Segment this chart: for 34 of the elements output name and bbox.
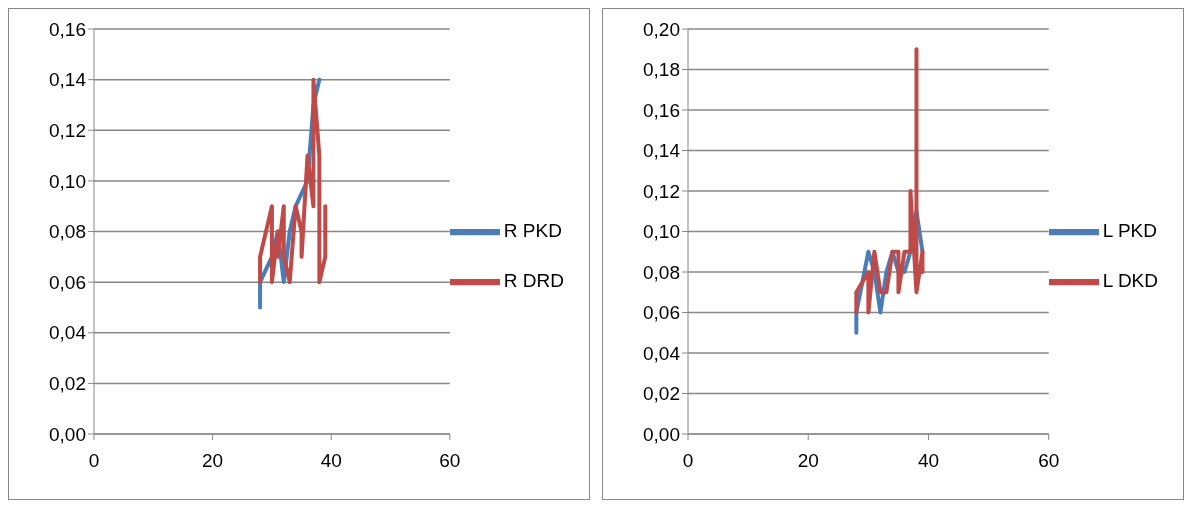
y-tick-label: 0,20	[643, 18, 680, 40]
y-tick-label: 0,14	[49, 69, 87, 91]
legend-label: R PKD	[503, 219, 562, 241]
y-tick-label: 0,06	[49, 271, 86, 293]
legend-label: R DRD	[503, 269, 564, 291]
y-tick-label: 0,12	[49, 120, 86, 141]
x-tick-label: 0	[88, 450, 100, 472]
y-tick-label: 0,00	[643, 423, 680, 445]
y-tick-label: 0,02	[643, 383, 680, 405]
y-tick-label: 0,06	[643, 302, 680, 324]
y-tick-label: 0,02	[49, 373, 86, 395]
y-tick-label: 0,08	[49, 221, 86, 243]
x-tick-label: 60	[439, 450, 461, 472]
x-tick-label: 60	[1038, 450, 1060, 472]
line-series	[854, 47, 925, 315]
y-tick-label: 0,00	[49, 423, 86, 445]
legend-label: L DKD	[1102, 269, 1158, 291]
x-tick-label: 20	[797, 450, 819, 472]
y-tick-label: 0,10	[643, 221, 680, 243]
x-tick-label: 40	[917, 450, 940, 472]
y-tick-label: 0,08	[643, 261, 680, 283]
y-tick-label: 0,12	[643, 180, 680, 202]
line-series	[258, 77, 328, 285]
x-tick-label: 40	[320, 450, 342, 472]
x-tick-label: 0	[682, 450, 694, 472]
y-tick-label: 0,04	[643, 342, 681, 364]
y-tick-label: 0,14	[643, 140, 681, 162]
y-tick-label: 0,16	[49, 18, 86, 40]
x-tick-label: 20	[202, 450, 224, 472]
y-tick-label: 0,10	[49, 170, 86, 192]
y-tick-label: 0,04	[49, 322, 87, 344]
y-tick-label: 0,18	[643, 59, 680, 81]
legend-label: L PKD	[1102, 219, 1157, 241]
y-tick-label: 0,16	[643, 99, 680, 121]
